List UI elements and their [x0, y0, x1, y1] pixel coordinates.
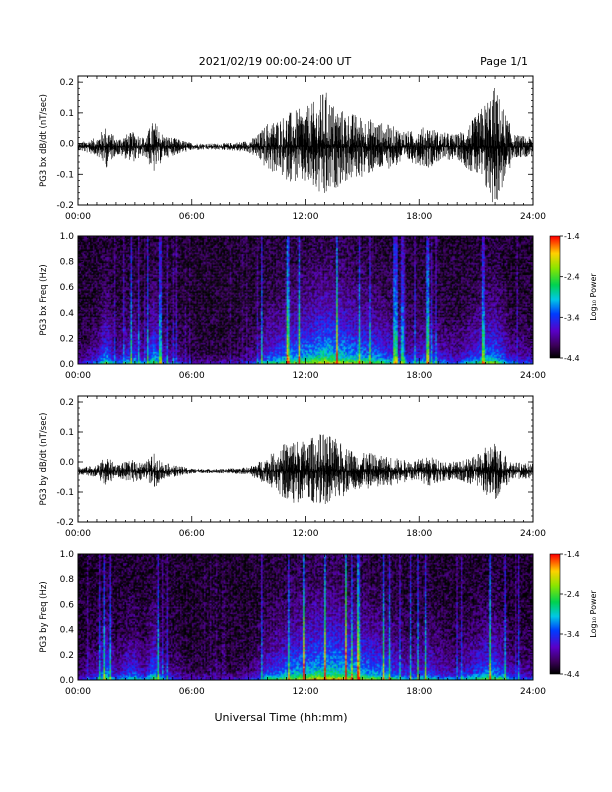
waveform-trace	[77, 434, 534, 505]
y-axis-label: PG3 bx dB/dt (nT/sec)	[39, 94, 49, 187]
by-waveform-panel: 00:00 06:00 12:00 18:00 24:00 -0.2 -0.1 0.0 0.1 0…	[39, 395, 546, 539]
x-tick-label: 24:00	[520, 529, 546, 539]
x-tick-label: 06:00	[179, 212, 205, 222]
y-tick-label: 0.8	[60, 258, 75, 268]
colorbar-tick-label: -1.4	[564, 232, 580, 241]
colorbar-tick-label: -4.4	[564, 354, 580, 363]
y-axis-label: PG3 bx Freq (Hz)	[39, 264, 49, 335]
y-tick-label: -0.1	[56, 170, 74, 180]
bx-spectrogram-panel: 00:00 06:00 12:00 18:00 24:00 0.0 0.2 0.4 0.6 0.8…	[39, 232, 598, 381]
y-tick-label: -0.2	[56, 518, 74, 528]
x-tick-label: 12:00	[293, 529, 319, 539]
x-tick-label: 06:00	[179, 529, 205, 539]
colorbar	[550, 554, 560, 674]
y-tick-label: 0.0	[60, 458, 75, 468]
x-axis-title: Universal Time (hh:mm)	[215, 711, 348, 724]
y-tick-label: 0.2	[60, 78, 74, 88]
x-tick-label: 24:00	[520, 687, 546, 697]
y-tick-label: -0.2	[56, 201, 74, 211]
colorbar-tick-label: -3.4	[564, 630, 580, 639]
y-tick-label: 0.0	[60, 360, 75, 370]
colorbar-tick-label: -3.4	[564, 313, 580, 322]
x-tick-label: 18:00	[406, 371, 432, 381]
y-tick-label: 0.6	[60, 600, 75, 610]
spectrogram-image	[78, 554, 533, 680]
y-tick-label: 0.2	[60, 398, 74, 408]
colorbar-label: Log₁₀ Power	[589, 273, 598, 321]
x-tick-label: 24:00	[520, 371, 546, 381]
page-label: Page 1/1	[480, 55, 528, 68]
colorbar	[550, 236, 560, 358]
x-tick-label: 18:00	[406, 212, 432, 222]
y-tick-label: 1.0	[60, 232, 75, 242]
bx-waveform-panel: 00:00 06:00 12:00 18:00 24:00 -0.2 -0.1 0.0 0.1 0…	[39, 75, 546, 222]
y-tick-label: 0.8	[60, 575, 75, 585]
y-tick-label: 0.1	[60, 109, 74, 119]
x-tick-label: 18:00	[406, 687, 432, 697]
x-tick-label: 00:00	[65, 212, 91, 222]
spectrogram-image	[78, 236, 533, 364]
y-tick-label: 0.6	[60, 283, 75, 293]
y-tick-label: -0.1	[56, 488, 74, 498]
x-tick-label: 06:00	[179, 687, 205, 697]
x-tick-label: 12:00	[293, 371, 319, 381]
colorbar-tick-label: -1.4	[564, 550, 580, 559]
colorbar-tick-label: -2.4	[564, 273, 580, 282]
waveform-trace	[77, 88, 534, 203]
x-tick-label: 00:00	[65, 529, 91, 539]
x-tick-label: 12:00	[293, 687, 319, 697]
colorbar-label: Log₁₀ Power	[589, 590, 598, 638]
colorbar-tick-label: -4.4	[564, 670, 580, 679]
y-tick-label: 0.1	[60, 428, 74, 438]
y-axis-label: PG3 by Freq (Hz)	[39, 581, 49, 652]
y-tick-label: 0.2	[60, 334, 74, 344]
x-tick-label: 12:00	[293, 212, 319, 222]
x-tick-label: 06:00	[179, 371, 205, 381]
x-tick-label: 00:00	[65, 687, 91, 697]
x-tick-label: 18:00	[406, 529, 432, 539]
y-tick-label: 0.0	[60, 140, 75, 150]
x-tick-label: 24:00	[520, 212, 546, 222]
y-tick-label: 0.4	[60, 626, 75, 636]
x-tick-label: 00:00	[65, 371, 91, 381]
y-axis-label: PG3 by dB/dt (nT/sec)	[39, 413, 49, 506]
by-spectrogram-panel: 00:00 06:00 12:00 18:00 24:00 0.0 0.2 0.4 0.6 0.8…	[39, 550, 598, 697]
date-range-title: 2021/02/19 00:00-24:00 UT	[199, 55, 352, 68]
y-tick-label: 0.4	[60, 309, 75, 319]
y-tick-label: 1.0	[60, 550, 75, 560]
y-tick-label: 0.2	[60, 651, 74, 661]
colorbar-tick-label: -2.4	[564, 590, 580, 599]
y-tick-label: 0.0	[60, 676, 75, 686]
